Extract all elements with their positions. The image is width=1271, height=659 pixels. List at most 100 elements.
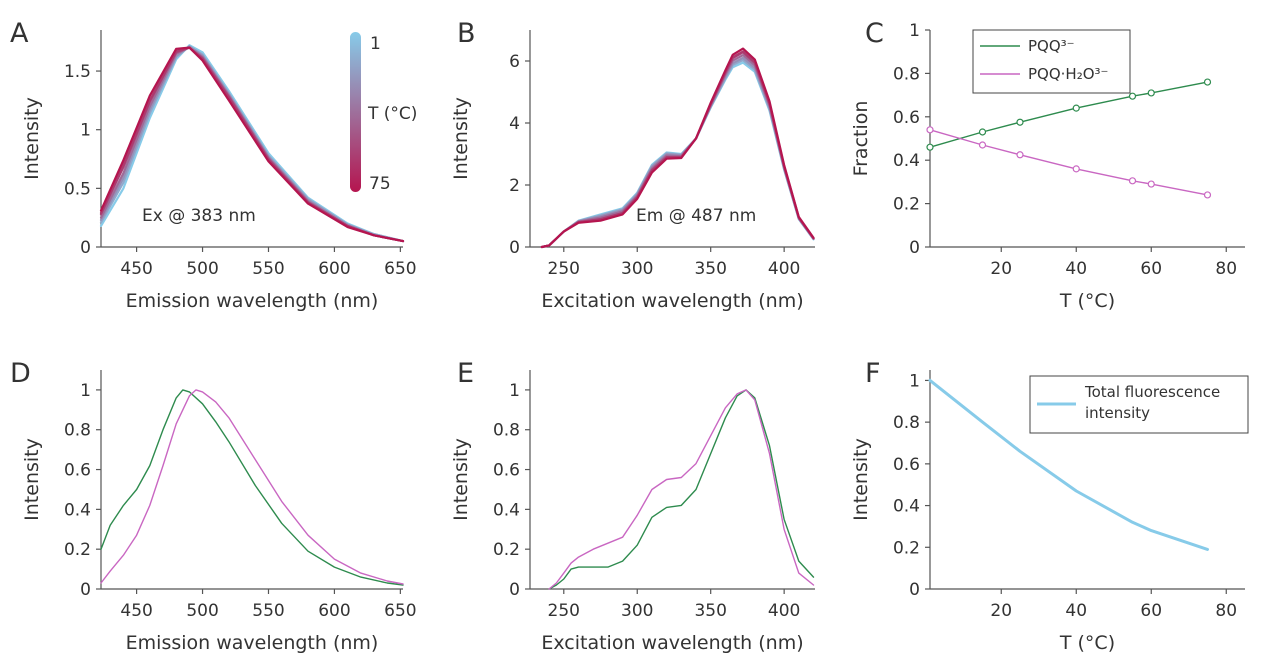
panel-c-data-point <box>1128 92 1137 100</box>
legend-label: PQQ³⁻ <box>1028 37 1075 55</box>
panel-c-x-tick-label: 20 <box>990 259 1012 279</box>
panel-d-y-tick-label: 1 <box>80 381 91 401</box>
panel-b-series-line <box>540 47 815 249</box>
panel-c-y-tick-label: 0.8 <box>893 64 920 84</box>
panel-a-series-line <box>99 46 405 243</box>
panel-d-x-tick-label: 600 <box>318 601 350 621</box>
panel-e-x-tick-label: 400 <box>768 601 800 621</box>
panel-c-data-point <box>1203 191 1212 199</box>
panel-a-x-tick-label: 550 <box>252 259 284 279</box>
panel-a-x-axis-label: Emission wavelength (nm) <box>126 290 379 312</box>
panel-e-y-tick-label: 1 <box>509 381 520 401</box>
panel-f-y-tick-label: 0.8 <box>893 413 920 433</box>
panel-b-x-tick-label: 350 <box>694 259 726 279</box>
panel-d-y-tick-label: 0.6 <box>64 461 91 481</box>
panel-c-x-axis-label: T (°C) <box>1059 290 1115 312</box>
panel-a-x-tick-label: 500 <box>186 259 218 279</box>
panel-b-y-tick-label: 0 <box>509 238 520 258</box>
panel-letter-d: D <box>10 358 31 389</box>
panel-a-y-tick-label: 0 <box>80 238 91 258</box>
panel-f-x-axis-label: T (°C) <box>1059 632 1115 654</box>
panel-b-annotation: Em @ 487 nm <box>636 206 756 226</box>
panel-letter-b: B <box>457 18 476 49</box>
panel-c-y-tick-label: 0.4 <box>893 151 920 171</box>
panel-c-y-tick-label: 1 <box>909 21 920 41</box>
panel-d-y-tick-label: 0 <box>80 580 91 600</box>
legend-label: PQQ·H₂O³⁻ <box>1028 65 1108 83</box>
panel-f-y-tick-label: 0 <box>909 580 920 600</box>
panel-c-data-point <box>1203 78 1212 86</box>
panel-f-y-tick-label: 0.4 <box>893 497 920 517</box>
panel-b-y-tick-label: 2 <box>509 176 520 196</box>
panel-d-x-tick-label: 500 <box>186 601 218 621</box>
panel-c-y-tick-label: 0.6 <box>893 108 920 128</box>
panel-c-x-tick-label: 40 <box>1065 259 1087 279</box>
panel-c-plot: 0 0.2 0.4 0.6 0.8 1 20 40 60 80 T (°C) Fraction PQQ³… <box>850 21 1245 312</box>
panel-c-data-point <box>978 141 987 149</box>
panel-f-y-tick-label: 0.6 <box>893 455 920 475</box>
panel-e-x-axis-label: Excitation wavelength (nm) <box>541 632 803 654</box>
panel-f-x-tick-label: 80 <box>1215 601 1237 621</box>
colorbar-top-label: 1 <box>370 34 381 54</box>
panel-c-data-point <box>978 128 987 136</box>
panel-a-x-tick-label: 650 <box>384 259 416 279</box>
panel-e-y-tick-label: 0.6 <box>493 461 520 481</box>
panel-c-data-point <box>1147 180 1155 188</box>
panel-c-x-tick-label: 80 <box>1215 259 1237 279</box>
panel-b-y-tick-label: 4 <box>509 114 520 134</box>
panel-a-y-tick-label: 1.5 <box>64 62 91 82</box>
panel-e-y-tick-label: 0.2 <box>493 540 520 560</box>
panel-e-series-line <box>548 389 815 590</box>
panel-a-x-tick-label: 450 <box>120 259 152 279</box>
panel-d-y-tick-label: 0.8 <box>64 421 91 441</box>
colorbar-bottom-label: 75 <box>369 174 391 194</box>
panel-b-x-tick-label: 400 <box>768 259 800 279</box>
panel-e-y-axis-label: Intensity <box>450 438 472 521</box>
panel-d-series-line <box>100 389 404 586</box>
panel-f-plot: 0 0.2 0.4 0.6 0.8 1 20 40 60 80 T (°C) Intensity Tot… <box>850 370 1249 654</box>
panel-e-x-tick-label: 300 <box>621 601 653 621</box>
panel-e-x-tick-label: 350 <box>694 601 726 621</box>
panel-letter-e: E <box>457 358 474 389</box>
panel-a-annotation: Ex @ 383 nm <box>142 206 256 226</box>
panel-b-x-tick-label: 250 <box>548 259 580 279</box>
panel-c-data-point <box>1147 89 1155 97</box>
temperature-colorbar: 1 T (°C) 75 <box>350 32 417 194</box>
legend-label: intensity <box>1085 404 1150 422</box>
panel-c-x-tick-label: 60 <box>1140 259 1162 279</box>
panel-letter-c: C <box>865 18 884 49</box>
panel-c-data-point <box>926 126 934 134</box>
panel-d-x-axis-label: Emission wavelength (nm) <box>126 632 379 654</box>
panel-c-y-tick-label: 0 <box>909 238 920 258</box>
panel-e-plot: 0 0.2 0.4 0.6 0.8 1 250 300 350 400 Excitation wav… <box>450 370 815 654</box>
panel-c-series-line <box>929 129 1209 196</box>
panel-letter-a: A <box>10 18 29 49</box>
panel-f-y-axis-label: Intensity <box>850 438 872 521</box>
panel-d-series-line <box>100 389 404 585</box>
panel-c-y-tick-label: 0.2 <box>893 195 920 215</box>
legend-label: Total fluorescence <box>1084 383 1220 401</box>
panel-a-y-tick-label: 0.5 <box>64 179 91 199</box>
panel-f-x-tick-label: 40 <box>1065 601 1087 621</box>
colorbar-gradient <box>350 32 361 192</box>
legend-box <box>972 29 1131 94</box>
panel-a-y-tick-label: 1 <box>80 121 91 141</box>
panel-c-data-point <box>1072 104 1080 112</box>
panel-e-x-tick-label: 250 <box>548 601 580 621</box>
panel-e-y-tick-label: 0 <box>509 580 520 600</box>
panel-c-legend: PQQ³⁻ PQQ·H₂O³⁻ <box>972 29 1131 94</box>
panel-a-y-axis-label: Intensity <box>21 97 43 180</box>
colorbar-title: T (°C) <box>367 104 417 124</box>
panel-d-x-tick-label: 450 <box>120 601 152 621</box>
panel-f-y-tick-label: 1 <box>909 371 920 391</box>
panel-f-x-tick-label: 20 <box>990 601 1012 621</box>
panel-b-x-axis-label: Excitation wavelength (nm) <box>541 290 803 312</box>
panel-d-y-tick-label: 0.2 <box>64 540 91 560</box>
panel-c-data-point <box>926 143 934 151</box>
panel-d-y-tick-label: 0.4 <box>64 500 91 520</box>
panel-b-plot: 0 2 4 6 250 300 350 400 Excitation wavelength (n… <box>450 30 815 312</box>
panel-d-x-tick-label: 650 <box>384 601 416 621</box>
